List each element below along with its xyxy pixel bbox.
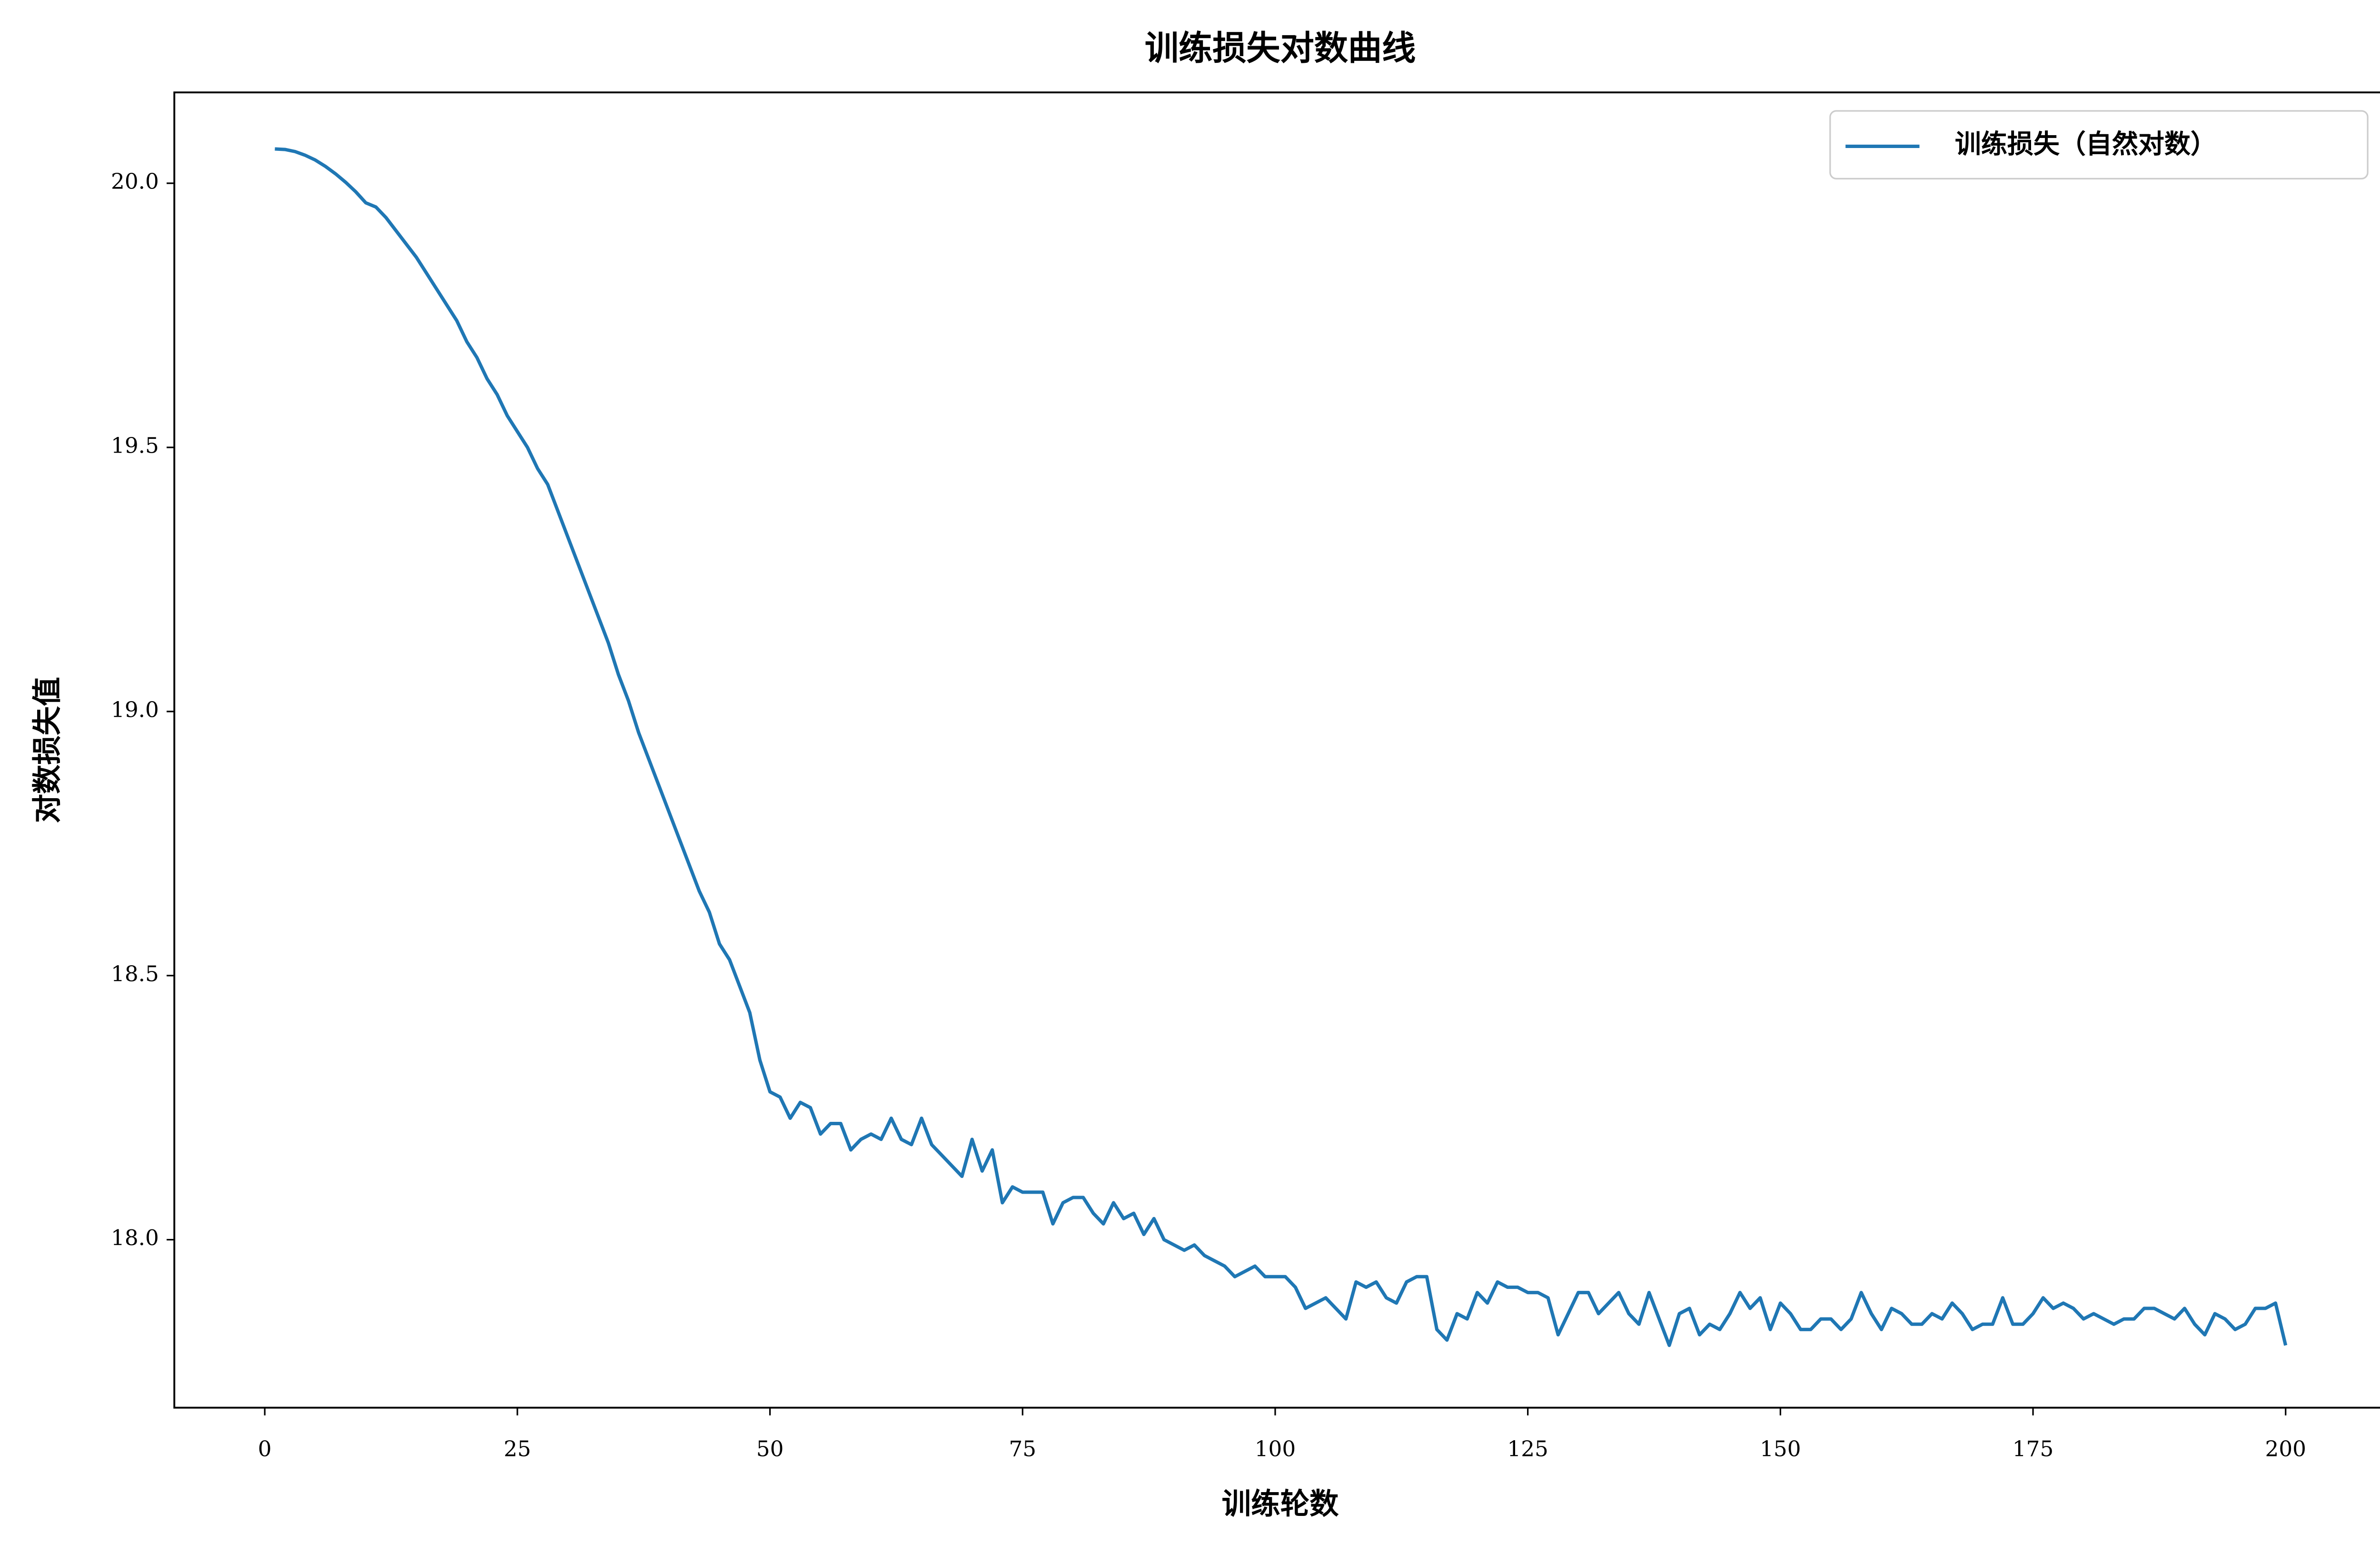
chart-title: 训练损失对数曲线: [1145, 28, 1416, 68]
x-tick-label: 175: [2013, 1436, 2053, 1462]
plot-frame: [173, 91, 2380, 1409]
y-axis-label: 对数损失值: [30, 677, 64, 823]
y-tick-label: 18.5: [111, 961, 159, 986]
x-tick-label: 125: [1507, 1436, 1548, 1462]
y-tick-label: 19.0: [111, 697, 159, 722]
line-series: [275, 147, 2288, 1347]
x-tick-label: 150: [1760, 1436, 1801, 1462]
x-tick-label: 75: [1009, 1436, 1036, 1462]
y-tick-label: 18.0: [111, 1225, 159, 1250]
x-axis-label: 训练轮数: [1222, 1487, 1339, 1521]
x-tick-label: 25: [504, 1436, 531, 1462]
y-tick-label: 20.0: [111, 169, 159, 194]
legend-label: 训练损失（自然对数）: [1955, 129, 2217, 159]
x-tick-label: 50: [756, 1436, 784, 1462]
x-tick-label: 0: [258, 1436, 272, 1462]
y-tick-label: 19.5: [111, 433, 159, 458]
legend-box: [1829, 110, 2369, 179]
x-tick-label: 200: [2265, 1436, 2306, 1462]
x-tick-label: 100: [1255, 1436, 1296, 1462]
